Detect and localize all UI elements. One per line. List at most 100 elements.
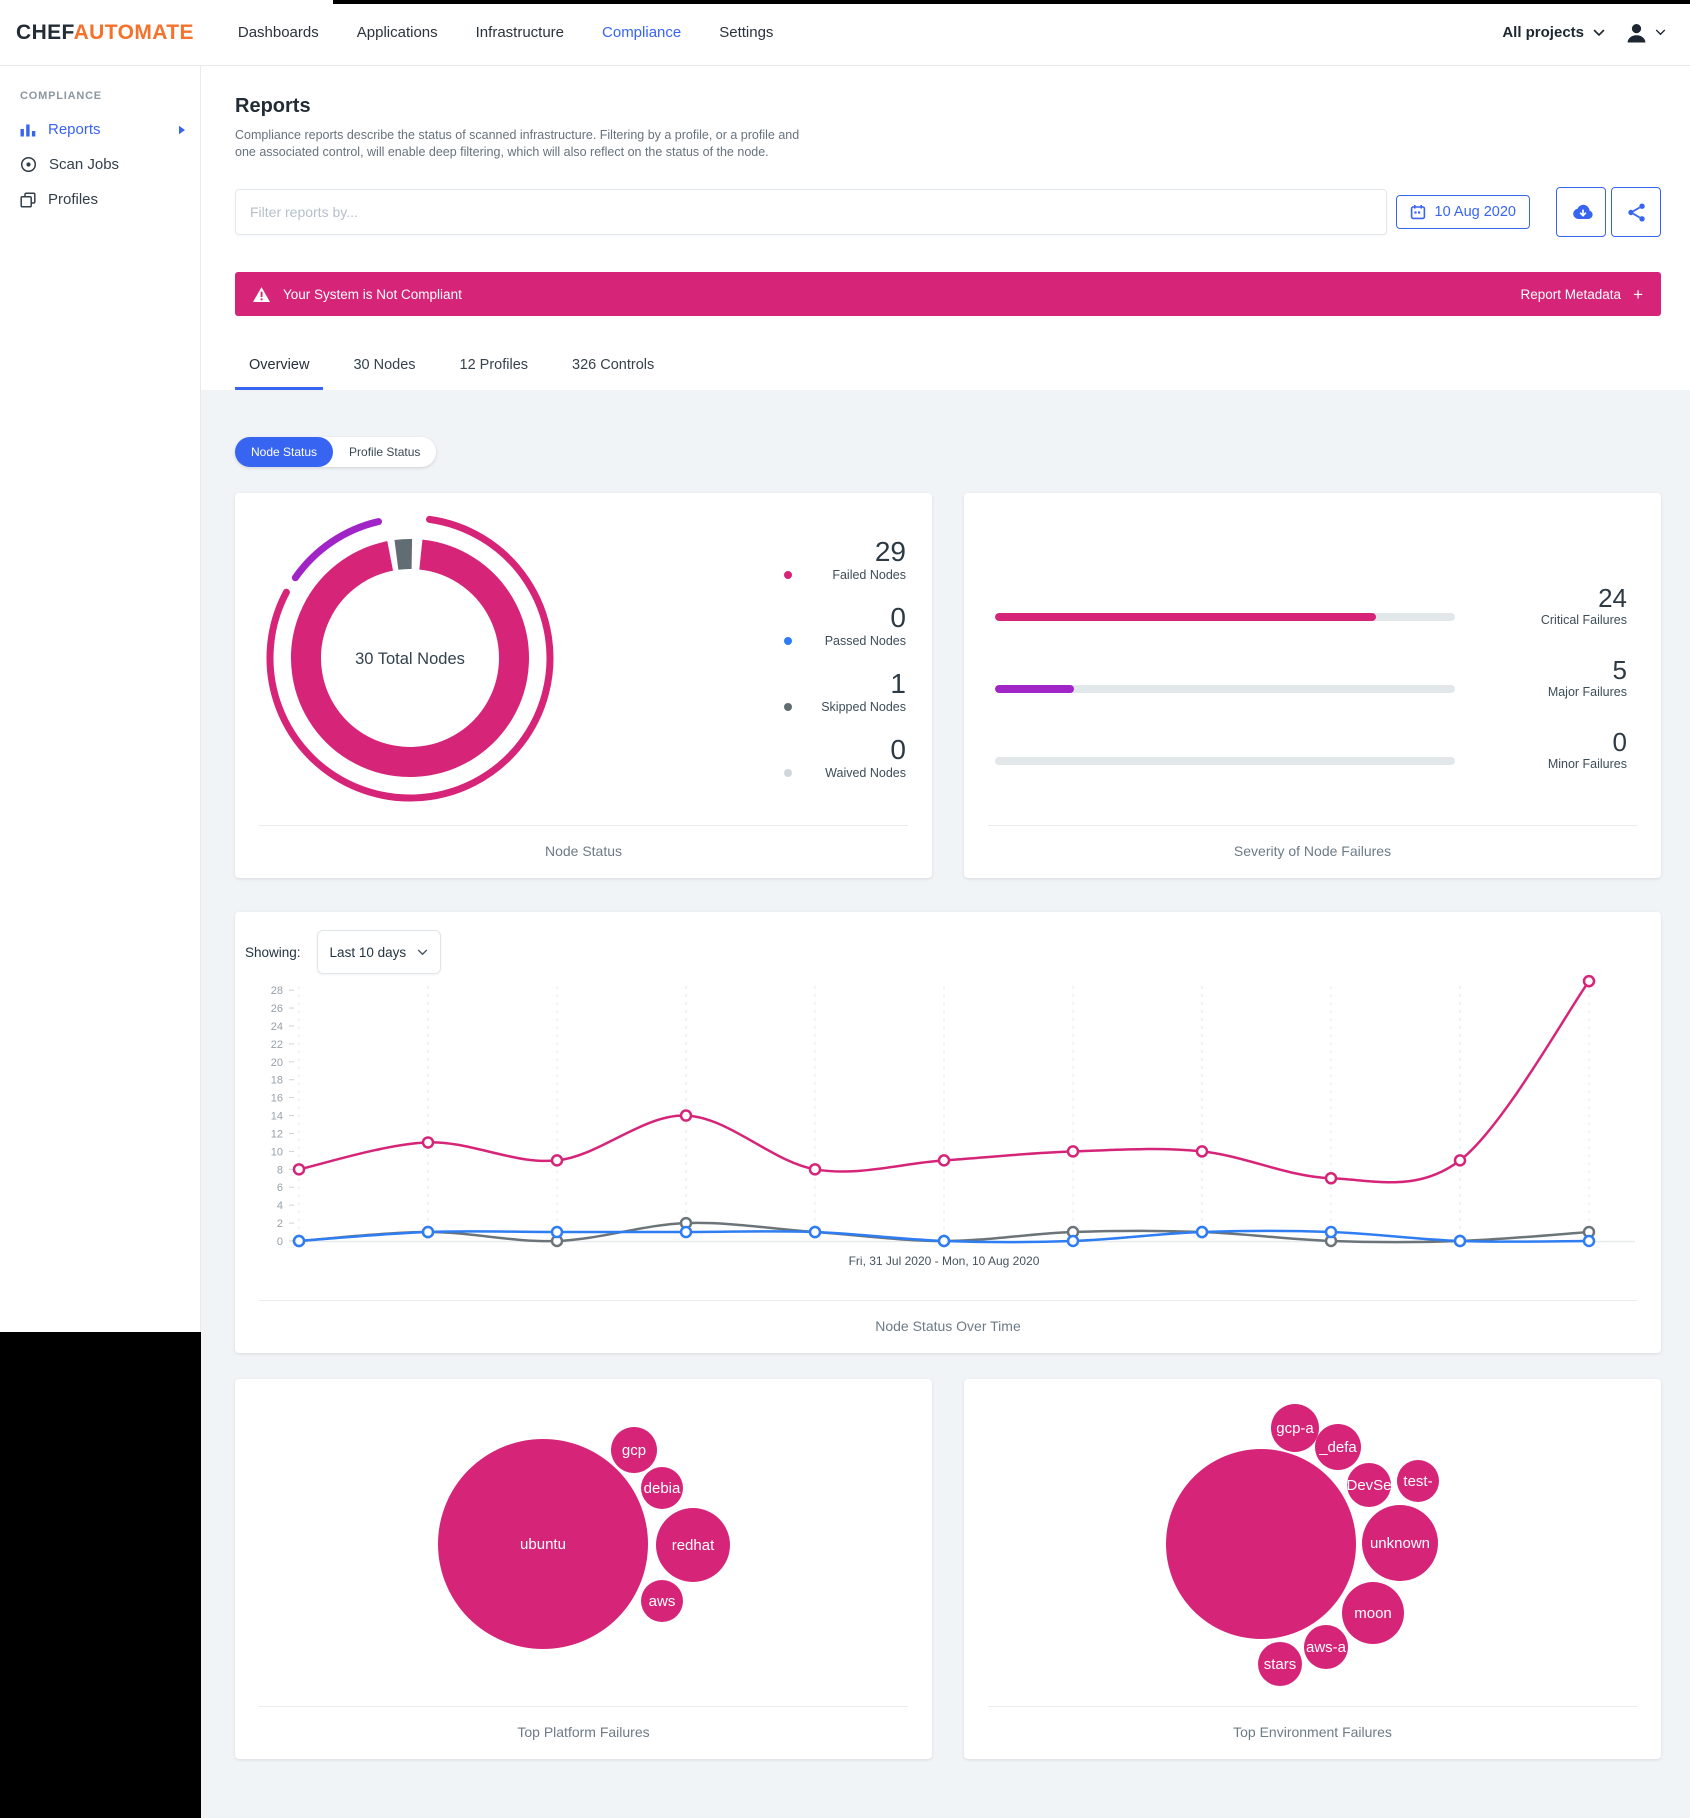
caret-right-icon: [178, 125, 186, 135]
legend-item-passed-nodes: 0 Passed Nodes: [784, 603, 906, 648]
donut-skipped-segment: [394, 539, 413, 570]
svg-text:28: 28: [271, 985, 283, 997]
tabs: Overview 30 Nodes 12 Profiles 326 Controls: [235, 357, 1661, 390]
legend-label: Skipped Nodes: [821, 700, 906, 714]
sidebar-item-label: Scan Jobs: [49, 156, 120, 173]
severity-info: 5 Major Failures: [1495, 656, 1627, 699]
bubble-devse[interactable]: DevSe: [1346, 1463, 1392, 1507]
card-title-node-status: Node Status: [259, 825, 908, 878]
legend-dot: [784, 637, 792, 645]
tab-30-nodes[interactable]: 30 Nodes: [353, 357, 416, 373]
node-status-card: 30 Total Nodes 29 Failed Nodes 0 Passed Nod…: [235, 493, 932, 878]
nav-link-compliance[interactable]: Compliance: [602, 24, 682, 41]
bubble-ubuntu[interactable]: ubuntu: [438, 1439, 648, 1649]
share-button[interactable]: [1611, 187, 1661, 237]
legend-dot: [784, 703, 792, 711]
bubble-label: debia: [644, 1480, 681, 1497]
filter-input[interactable]: [235, 189, 1387, 235]
bubble-label: aws-a: [1306, 1639, 1347, 1656]
bubble-aws-a[interactable]: aws-a: [1304, 1625, 1348, 1669]
bubble-label: DevSe: [1346, 1477, 1391, 1494]
bubble-gcp-a[interactable]: gcp-a: [1271, 1404, 1319, 1452]
date-picker-label: 10 Aug 2020: [1434, 204, 1516, 220]
data-point-failed-nodes: [1453, 1154, 1467, 1167]
sidebar-item-label: Profiles: [48, 191, 99, 208]
left-column: COMPLIANCE Reports Scan Jobs Profiles: [0, 65, 201, 1818]
node-status-donut: 30 Total Nodes: [266, 515, 554, 802]
donut-body: 30 Total Nodes 29 Failed Nodes 0 Passed Nod…: [235, 493, 932, 825]
tab-326-controls[interactable]: 326 Controls: [572, 357, 655, 373]
cloud-download-icon: [1572, 204, 1593, 219]
data-point-failed-nodes: [679, 1109, 693, 1122]
data-point-passed-nodes: [937, 1234, 951, 1248]
severity-value: 24: [1598, 582, 1627, 613]
bubble-redhat[interactable]: redhat: [656, 1508, 730, 1582]
sidebar-item-scan-jobs[interactable]: Scan Jobs: [0, 147, 200, 182]
severity-rows: 24 Critical Failures 5 Major Failures 0 Minor…: [964, 493, 1661, 825]
tab-overview[interactable]: Overview: [235, 357, 324, 390]
date-picker-button[interactable]: 10 Aug 2020: [1395, 195, 1530, 229]
svg-text:22: 22: [271, 1039, 283, 1051]
bubble-label: unknown: [1370, 1535, 1430, 1552]
bubble-debia[interactable]: debia: [641, 1467, 683, 1509]
share-icon: [1627, 203, 1645, 221]
data-point-passed-nodes: [1195, 1225, 1209, 1239]
sidebar-item-profiles[interactable]: Profiles: [0, 182, 200, 217]
legend-dot: [784, 769, 792, 777]
range-select[interactable]: Last 10 days: [316, 930, 441, 974]
projects-label: All projects: [1502, 24, 1584, 41]
severity-bar-track: [995, 685, 1455, 693]
data-point-failed-nodes: [1195, 1145, 1209, 1158]
nav-links: Dashboards Applications Infrastructure Comp…: [238, 24, 774, 41]
platform-failures-card: ubuntu gcp debia redhat aws Top Platform Fai…: [235, 1379, 932, 1759]
severity-bar-track: [995, 613, 1455, 621]
environment-failures-chart: gcp-a_defa DevSe test-unknown moon aws-a star…: [1166, 1404, 1439, 1686]
nav-link-applications[interactable]: Applications: [356, 24, 438, 41]
nav-link-infrastructure[interactable]: Infrastructure: [475, 24, 565, 41]
svg-text:4: 4: [277, 1200, 283, 1212]
bubble-gcp[interactable]: gcp: [611, 1427, 657, 1473]
warning-icon: [253, 286, 270, 302]
bubble-label: ubuntu: [520, 1536, 566, 1553]
app-logo[interactable]: CHEFAUTOMATE: [16, 21, 194, 45]
tab-12-profiles[interactable]: 12 Profiles: [459, 357, 529, 373]
bubble-unknown[interactable]: unknown: [1362, 1505, 1438, 1581]
plus-icon: +: [1633, 284, 1643, 304]
svg-text:2: 2: [277, 1218, 283, 1230]
legend-value: 1: [890, 668, 906, 699]
legend-label-row: Failed Nodes: [784, 568, 906, 582]
platform-failures-chart: ubuntu gcp debia redhat aws: [438, 1427, 730, 1649]
environment-failures-card: gcp-a _defa DevSe test-unknown moon aws-a star…: [964, 1379, 1661, 1759]
nav-link-settings[interactable]: Settings: [719, 24, 774, 41]
overview-body: Node Status Profile Status 30 Total Nodes…: [201, 390, 1690, 1818]
projects-dropdown[interactable]: All projects: [1502, 24, 1605, 41]
bubble-defa[interactable]: _defa: [1315, 1424, 1361, 1470]
bubble-stars[interactable]: stars: [1258, 1642, 1302, 1686]
user-menu[interactable]: [1625, 22, 1666, 44]
bubble-label: gcp-a: [1276, 1420, 1314, 1437]
severity-card: 24 Critical Failures 5 Major Failures 0 Minor…: [964, 493, 1661, 878]
legend-item-failed-nodes: 29 Failed Nodes: [784, 537, 906, 582]
severity-row-critical-failures: 24 Critical Failures: [995, 581, 1627, 653]
toggle-node-status[interactable]: Node Status: [235, 437, 334, 467]
page-description-line1: Compliance reports describe the status o…: [235, 128, 800, 142]
report-metadata-toggle[interactable]: Report Metadata +: [1521, 286, 1644, 303]
svg-text:10: 10: [271, 1146, 283, 1158]
sidebar-item-reports[interactable]: Reports: [0, 112, 200, 147]
svg-text:24: 24: [271, 1021, 283, 1033]
nav-link-dashboards[interactable]: Dashboards: [237, 24, 319, 41]
svg-text:16: 16: [271, 1093, 283, 1105]
bubble-label: moon: [1354, 1605, 1392, 1622]
download-report-button[interactable]: [1556, 187, 1606, 237]
toggle-profile-status[interactable]: Profile Status: [349, 445, 421, 459]
bubble-moon[interactable]: moon: [1342, 1582, 1404, 1644]
banner-text: Your System is Not Compliant: [283, 286, 462, 302]
bubble-unlabeled[interactable]: [1166, 1449, 1356, 1639]
profiles-icon: [20, 191, 36, 208]
legend-value: 0: [890, 734, 906, 765]
bubble-aws[interactable]: aws: [641, 1580, 683, 1622]
bubble-test[interactable]: test-: [1397, 1460, 1439, 1502]
svg-text:8: 8: [277, 1164, 283, 1176]
legend-item-waived-nodes: 0 Waived Nodes: [784, 735, 906, 780]
